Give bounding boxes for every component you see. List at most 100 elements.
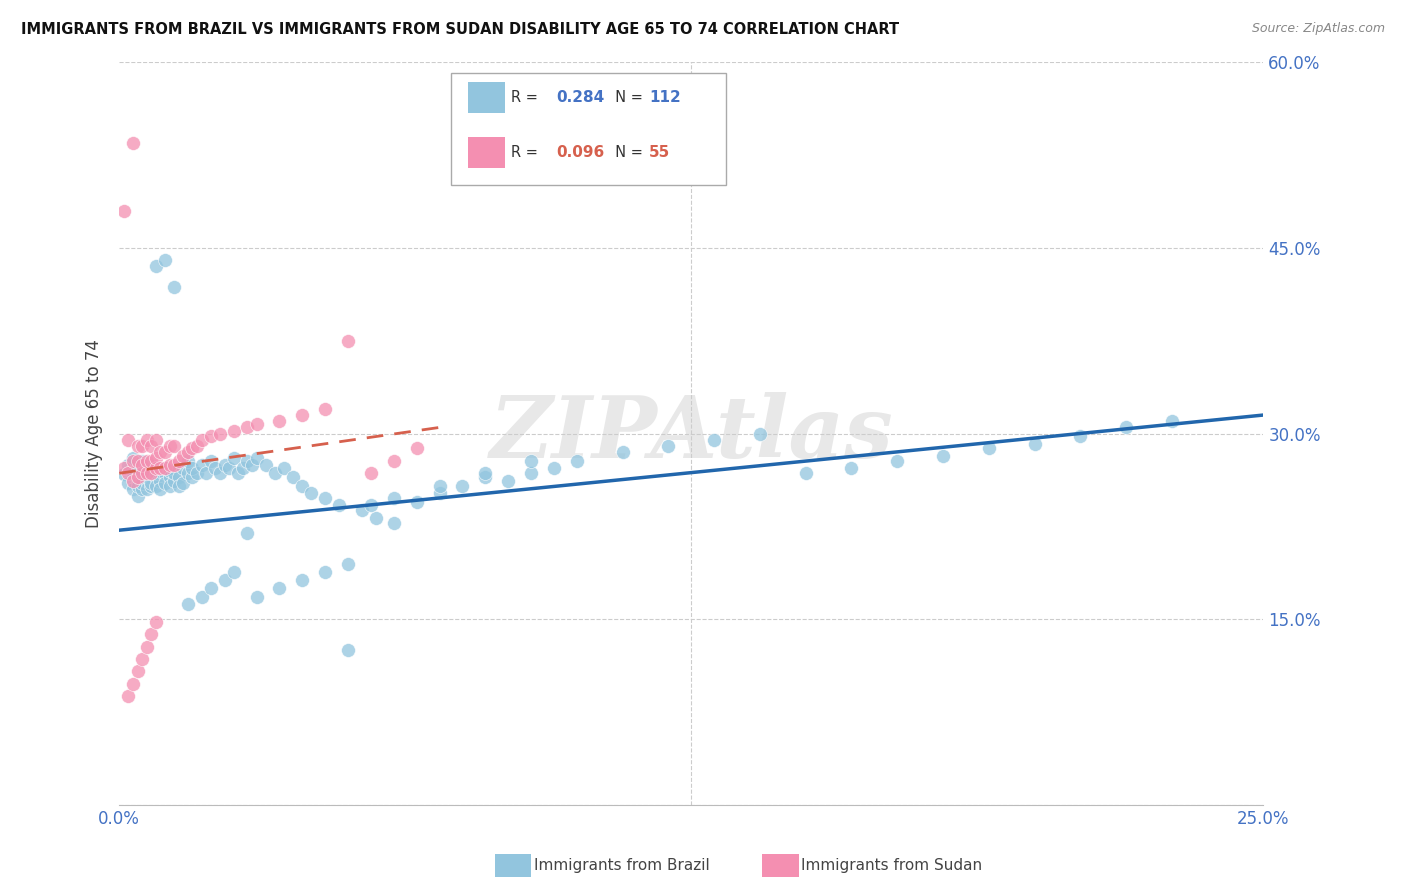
- Point: [131, 652, 153, 666]
- Point: [273, 461, 295, 475]
- Point: [177, 598, 200, 612]
- Point: [177, 445, 200, 459]
- Point: [240, 458, 263, 472]
- Point: [167, 478, 190, 492]
- Point: [245, 417, 267, 431]
- Text: R =: R =: [510, 90, 543, 105]
- Point: [145, 467, 167, 481]
- Point: [145, 615, 167, 629]
- Point: [127, 439, 149, 453]
- Text: 112: 112: [650, 90, 681, 105]
- Point: [131, 464, 153, 478]
- Point: [141, 454, 163, 468]
- Point: [337, 557, 360, 571]
- Point: [135, 640, 157, 654]
- Point: [127, 489, 149, 503]
- Point: [520, 454, 543, 468]
- Point: [236, 525, 259, 540]
- Point: [474, 470, 496, 484]
- Point: [181, 461, 204, 475]
- Point: [131, 439, 153, 453]
- FancyBboxPatch shape: [468, 137, 505, 168]
- Text: Immigrants from Brazil: Immigrants from Brazil: [534, 858, 710, 872]
- Point: [283, 470, 305, 484]
- Point: [749, 426, 772, 441]
- Text: 55: 55: [650, 145, 671, 161]
- Point: [141, 467, 163, 481]
- Point: [153, 253, 176, 268]
- Point: [167, 454, 190, 468]
- Point: [1115, 420, 1137, 434]
- Point: [186, 439, 208, 453]
- Point: [172, 476, 194, 491]
- Point: [127, 478, 149, 492]
- Point: [232, 461, 254, 475]
- Point: [474, 467, 496, 481]
- Point: [364, 511, 387, 525]
- Point: [163, 474, 186, 488]
- Point: [131, 470, 153, 484]
- Point: [141, 458, 163, 472]
- Point: [612, 445, 634, 459]
- Point: [236, 454, 259, 468]
- Point: [543, 461, 565, 475]
- Point: [337, 334, 360, 348]
- Text: Source: ZipAtlas.com: Source: ZipAtlas.com: [1251, 22, 1385, 36]
- Point: [269, 414, 291, 428]
- Point: [350, 503, 373, 517]
- Point: [703, 433, 725, 447]
- Point: [127, 474, 149, 488]
- Point: [135, 474, 157, 488]
- Point: [245, 451, 267, 466]
- Point: [149, 445, 172, 459]
- Point: [254, 458, 277, 472]
- Text: ZIPAtlas: ZIPAtlas: [489, 392, 893, 475]
- Point: [135, 454, 157, 468]
- Point: [117, 467, 139, 481]
- Point: [153, 467, 176, 481]
- Point: [149, 474, 172, 488]
- Point: [314, 566, 336, 580]
- Point: [122, 136, 145, 150]
- Point: [429, 486, 451, 500]
- Point: [932, 449, 955, 463]
- Point: [167, 470, 190, 484]
- Point: [181, 442, 204, 456]
- FancyBboxPatch shape: [468, 82, 505, 112]
- Point: [451, 478, 474, 492]
- Point: [163, 280, 186, 294]
- Point: [122, 454, 145, 468]
- Point: [122, 677, 145, 691]
- Point: [1160, 414, 1182, 428]
- Text: N =: N =: [606, 145, 647, 161]
- Point: [382, 491, 405, 505]
- FancyBboxPatch shape: [451, 73, 725, 185]
- Text: Immigrants from Sudan: Immigrants from Sudan: [801, 858, 983, 872]
- Point: [135, 470, 157, 484]
- Point: [117, 433, 139, 447]
- Point: [122, 483, 145, 497]
- Point: [149, 461, 172, 475]
- Y-axis label: Disability Age 65 to 74: Disability Age 65 to 74: [86, 339, 103, 528]
- Point: [112, 203, 135, 218]
- Point: [245, 590, 267, 604]
- Text: 0.096: 0.096: [557, 145, 605, 161]
- Point: [141, 439, 163, 453]
- Point: [204, 461, 226, 475]
- Point: [117, 689, 139, 703]
- Text: 0.284: 0.284: [557, 90, 605, 105]
- Point: [145, 470, 167, 484]
- Point: [163, 467, 186, 481]
- Point: [200, 429, 222, 443]
- Point: [200, 582, 222, 596]
- Point: [177, 454, 200, 468]
- Point: [131, 476, 153, 491]
- Point: [149, 464, 172, 478]
- Point: [218, 461, 240, 475]
- Point: [360, 467, 382, 481]
- Point: [208, 426, 231, 441]
- Point: [112, 461, 135, 475]
- Point: [141, 467, 163, 481]
- Point: [226, 467, 249, 481]
- Point: [360, 499, 382, 513]
